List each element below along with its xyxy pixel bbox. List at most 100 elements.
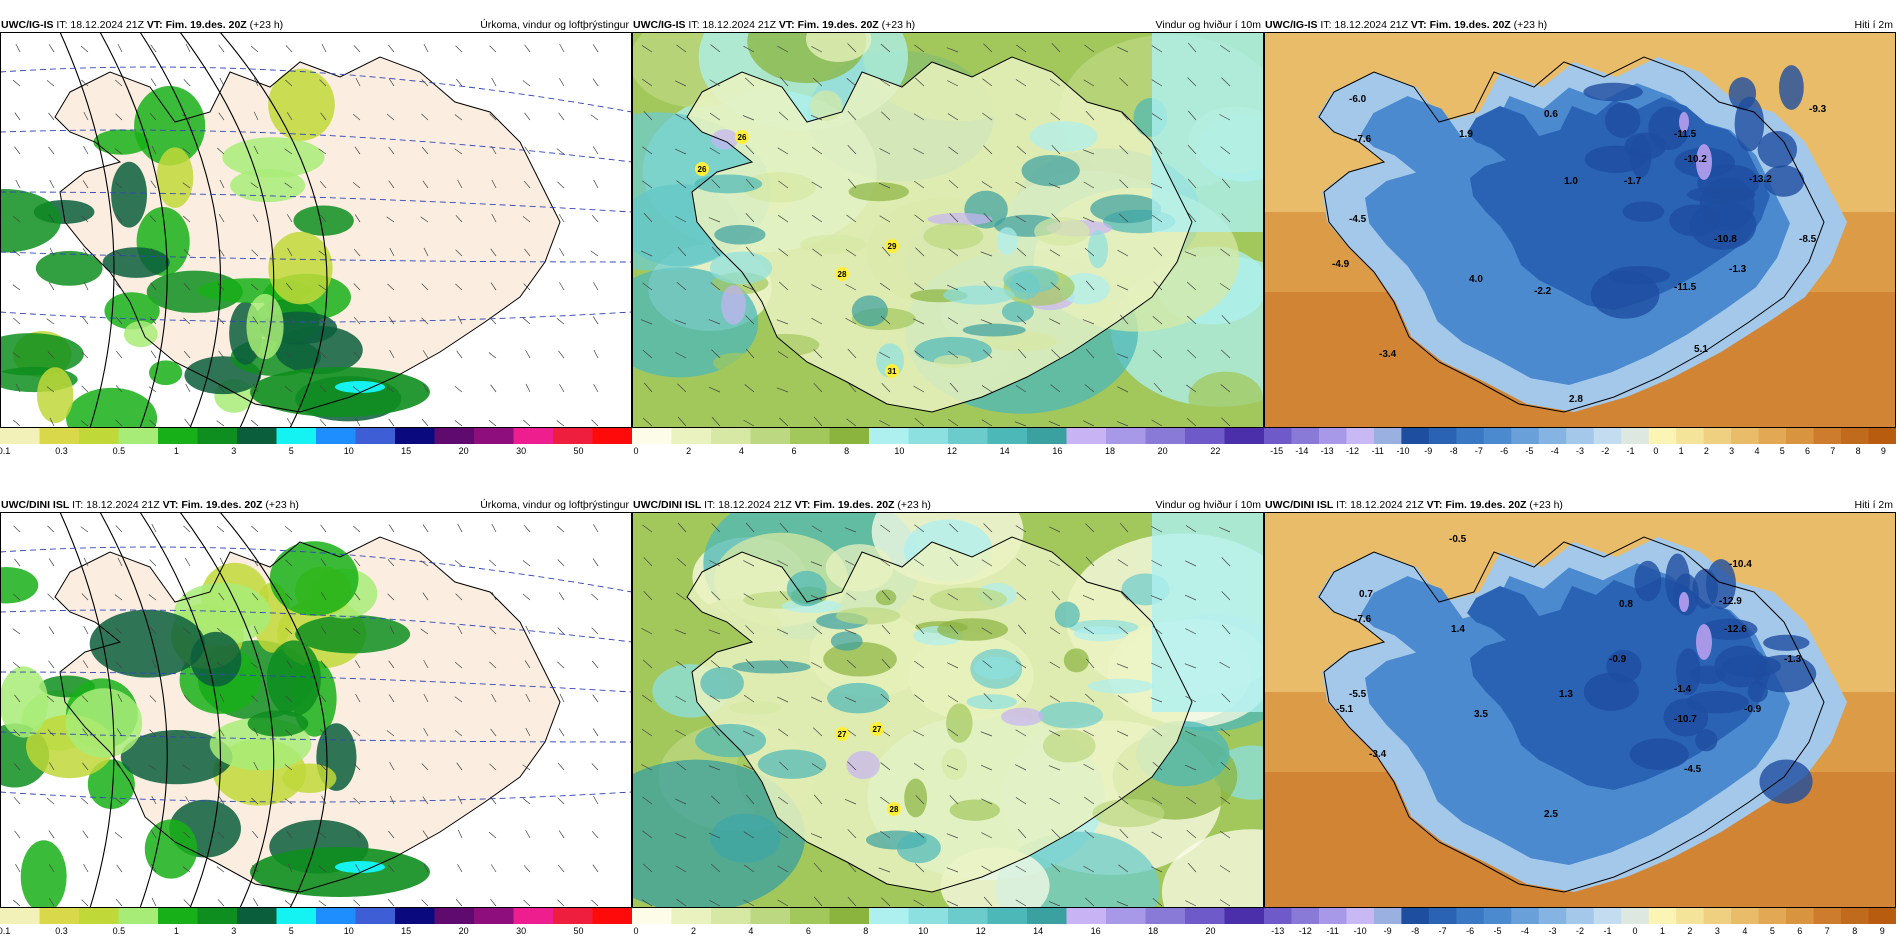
colorbar <box>632 428 1265 458</box>
panel-run-info: UWC/DINI ISL IT: 18.12.2024 21Z VT: Fim.… <box>633 498 931 512</box>
colorbar-label: 10 <box>918 926 929 936</box>
temp-value-label: -0.9 <box>1609 654 1627 665</box>
colorbar-label: -11 <box>1326 926 1339 936</box>
colorbar-label: 50 <box>573 446 584 456</box>
colorbar <box>632 908 1265 938</box>
init-time: IT: 18.12.2024 21Z <box>69 499 163 511</box>
colorbar-label: 2 <box>690 926 696 936</box>
colorbar-swatch <box>158 428 198 444</box>
temp-value-label: -10.8 <box>1714 234 1737 245</box>
map-svg: -6.0 -7.6 -4.5 -4.9 1.9 0.6 1.0 -1.7 -11.5 -10.2 -… <box>1264 32 1896 428</box>
temp-value-label: 1.0 <box>1564 176 1578 187</box>
valid-time: VT: Fim. 19.des. 20Z <box>794 499 895 511</box>
colorbar-label: -2 <box>1601 446 1610 456</box>
colorbar-label: -9 <box>1424 446 1433 456</box>
temp-value-label: 5.1 <box>1694 344 1708 355</box>
model-name: UWC/IG-IS <box>1 19 54 31</box>
colorbar-label: 9 <box>1880 446 1886 456</box>
panel-title: Hiti í 2m <box>1854 499 1893 511</box>
colorbar-swatch <box>1483 428 1512 444</box>
map-area <box>0 32 632 428</box>
valid-time: VT: Fim. 19.des. 20Z <box>778 19 879 31</box>
colorbar-label: 3 <box>231 926 237 936</box>
colorbar-label: -14 <box>1295 446 1309 456</box>
colorbar-label: 2 <box>1703 446 1709 456</box>
temp-value-label: -10.7 <box>1674 714 1697 725</box>
colorbar-swatch <box>158 908 198 924</box>
colorbar-swatch <box>197 908 238 924</box>
colorbar-label: 15 <box>401 926 412 936</box>
valid-time: VT: Fim. 19.des. 20Z <box>162 499 263 511</box>
map-svg: -0.5 0.7 -7.6 -5.5 -5.1 1.4 0.8 -10.4 -12.9 -12.6… <box>1264 512 1896 908</box>
colorbar-swatch <box>276 428 317 444</box>
colorbar-label: 0.1 <box>0 926 11 936</box>
colorbar-swatch <box>1291 428 1320 444</box>
colorbar-label: -1 <box>1626 446 1635 456</box>
colorbar-swatch <box>553 908 593 924</box>
gust-max-label: 31 <box>888 367 897 376</box>
colorbar-label: -6 <box>1466 926 1475 936</box>
coastline <box>686 536 1193 893</box>
colorbar-swatch <box>908 908 949 924</box>
colorbar-swatch <box>395 428 435 444</box>
colorbar-label: -12 <box>1345 446 1359 456</box>
colorbar-label: -15 <box>1270 446 1284 456</box>
colorbar-label: 8 <box>1855 446 1861 456</box>
colorbar-label: 6 <box>805 926 811 936</box>
init-time: IT: 18.12.2024 21Z <box>53 19 147 31</box>
colorbar-label: 14 <box>1033 926 1044 936</box>
colorbar-swatch <box>1066 908 1107 924</box>
temp-value-label: -0.9 <box>1744 704 1762 715</box>
temp-value-label: 1.4 <box>1451 624 1465 635</box>
colorbar-swatch <box>1145 428 1186 444</box>
map-area: -6.0 -7.6 -4.5 -4.9 1.9 0.6 1.0 -1.7 -11.5 -10.2 -… <box>1264 32 1896 428</box>
colorbar-swatch <box>1511 428 1540 444</box>
panel-header: UWC/DINI ISL IT: 18.12.2024 21Z VT: Fim.… <box>632 498 1264 512</box>
colorbar-swatch <box>1346 908 1375 924</box>
temp-value-label: -11.5 <box>1674 129 1697 140</box>
colorbar-label: 0 <box>1632 926 1638 936</box>
colorbar-swatch <box>1291 908 1320 924</box>
colorbar-swatch <box>948 908 988 924</box>
gust-max-label: 26 <box>738 133 747 142</box>
colorbar-swatch <box>1224 428 1265 444</box>
colorbar-swatch <box>1731 908 1760 924</box>
lead-time: (+23 h) <box>246 19 284 31</box>
temp-value-label: 3.5 <box>1474 709 1488 720</box>
colorbar-label: 4 <box>1742 926 1748 936</box>
colorbar-swatch <box>434 908 475 924</box>
colorbar-label: 30 <box>516 926 527 936</box>
colorbar-label: -7 <box>1474 446 1483 456</box>
map-area: 27 27 28 <box>632 512 1264 908</box>
colorbar-swatch <box>39 908 80 924</box>
colorbar-swatch <box>1318 428 1347 444</box>
colorbar-label: 10 <box>894 446 905 456</box>
gust-max-label: 27 <box>873 725 882 734</box>
panel-run-info: UWC/DINI ISL IT: 18.12.2024 21Z VT: Fim.… <box>1265 498 1563 512</box>
colorbar-swatch <box>1066 428 1107 444</box>
colorbar-swatch <box>671 428 712 444</box>
colorbar-swatch <box>1758 908 1787 924</box>
colorbar-label: 5 <box>1779 446 1785 456</box>
colorbar-label: 16 <box>1090 926 1101 936</box>
colorbar-label: 15 <box>401 446 412 456</box>
colorbar-label: 16 <box>1052 446 1063 456</box>
panel-title: Úrkoma, vindur og loftþrýstingur <box>480 499 629 511</box>
colorbar-swatch <box>118 428 159 444</box>
colorbar-swatch <box>1648 428 1677 444</box>
valid-time: VT: Fim. 19.des. 20Z <box>1410 19 1511 31</box>
init-time: IT: 18.12.2024 21Z <box>1317 19 1411 31</box>
colorbar-label: 12 <box>946 446 958 456</box>
colorbar-label: -13 <box>1320 446 1334 456</box>
colorbar-swatch <box>553 428 593 444</box>
colorbar-label: 1 <box>173 446 179 456</box>
temp-value-label: -5.5 <box>1349 689 1367 700</box>
colorbar-swatch <box>1224 908 1265 924</box>
colorbar-swatch <box>829 428 870 444</box>
colorbar-swatch <box>1145 908 1186 924</box>
colorbar-label: 8 <box>1852 926 1858 936</box>
colorbar-swatch <box>1648 908 1677 924</box>
coastline <box>686 56 1193 413</box>
colorbar-swatch <box>1593 428 1622 444</box>
temp-value-label: -12.6 <box>1724 624 1747 635</box>
